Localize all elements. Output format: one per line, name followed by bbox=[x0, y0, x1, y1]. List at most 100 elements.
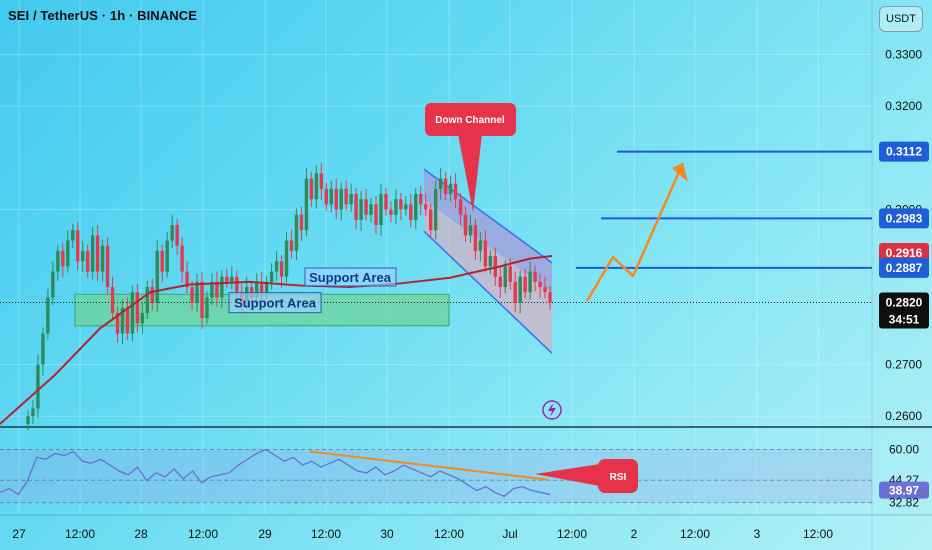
x-tick-label: 3 bbox=[754, 527, 761, 541]
candle-body bbox=[95, 235, 100, 272]
rsi-line bbox=[0, 448, 551, 498]
candle-body bbox=[309, 178, 314, 200]
price-level-label: 0.3112 bbox=[886, 145, 922, 159]
candle-body bbox=[66, 240, 70, 267]
candle-body bbox=[130, 292, 135, 334]
candle-body bbox=[100, 245, 105, 272]
x-tick-label: 28 bbox=[134, 527, 148, 541]
candle-body bbox=[115, 312, 120, 334]
candle-body bbox=[314, 173, 319, 200]
candle-body bbox=[145, 287, 150, 313]
candle-body bbox=[284, 240, 289, 277]
x-tick-label: 27 bbox=[12, 527, 26, 541]
candle-body bbox=[433, 188, 438, 231]
candle-body bbox=[105, 245, 110, 288]
candle-body bbox=[165, 240, 169, 272]
candle-body bbox=[394, 199, 398, 215]
candle-body bbox=[80, 250, 85, 262]
candle-body bbox=[488, 256, 493, 267]
candle-body bbox=[503, 266, 507, 288]
candle-body bbox=[26, 416, 30, 424]
candle-body bbox=[438, 178, 443, 189]
projection-arrowhead bbox=[672, 163, 688, 182]
candle-body bbox=[344, 188, 348, 205]
candle-body bbox=[404, 204, 408, 210]
candle-body bbox=[225, 276, 229, 282]
price-level-label: 0.2887 bbox=[886, 261, 923, 275]
candle-body bbox=[528, 271, 532, 293]
candle-body bbox=[195, 281, 199, 303]
candle-body bbox=[414, 194, 418, 220]
price-level-label: 0.2983 bbox=[886, 211, 923, 225]
candle-body bbox=[428, 209, 433, 231]
x-tick-label: 12:00 bbox=[680, 527, 710, 541]
lightning-icon bbox=[542, 400, 562, 420]
candle-body bbox=[304, 178, 309, 231]
candle-body bbox=[548, 292, 552, 303]
candle-body bbox=[508, 266, 512, 282]
candle-body bbox=[41, 333, 45, 365]
price-level-label: 0.2820 bbox=[886, 296, 923, 310]
candle-body bbox=[150, 287, 154, 303]
candle-body bbox=[36, 364, 40, 409]
candle-body bbox=[379, 194, 383, 226]
candle-body bbox=[468, 225, 473, 236]
projection-path bbox=[585, 162, 688, 302]
candle-body bbox=[448, 183, 453, 195]
channel-bottom-line bbox=[423, 230, 553, 354]
candle-body bbox=[533, 271, 537, 282]
candle-body bbox=[359, 199, 363, 220]
candle-body bbox=[319, 173, 324, 189]
candle-body bbox=[483, 240, 488, 267]
candle-body bbox=[374, 204, 378, 226]
candle-body bbox=[354, 194, 358, 220]
candle-body bbox=[76, 230, 80, 262]
chart-title: SEI / TetherUS · 1h · BINANCE bbox=[8, 8, 198, 23]
candle-body bbox=[110, 287, 115, 313]
x-tick-label: Jul bbox=[502, 527, 517, 541]
rsi-callout-pointer bbox=[535, 464, 600, 486]
candle-body bbox=[140, 312, 145, 324]
candle-body bbox=[453, 183, 458, 200]
x-tick-label: 30 bbox=[380, 527, 394, 541]
candle-body bbox=[56, 250, 60, 272]
axes: 27 12:00 28 12:00 29 12:00 30 12:00 Jul 12:00 2 12:… bbox=[12, 48, 922, 541]
candle-body bbox=[443, 178, 448, 195]
x-tick-label: 12:00 bbox=[557, 527, 587, 541]
candle-body bbox=[264, 281, 269, 293]
candle-body bbox=[85, 250, 90, 272]
x-tick-label: 12:00 bbox=[803, 527, 833, 541]
y-tick-label: 0.3300 bbox=[885, 48, 922, 62]
candles bbox=[26, 163, 552, 431]
candle-body bbox=[538, 281, 542, 288]
projection-line bbox=[585, 162, 685, 302]
price-badge bbox=[879, 257, 929, 278]
candle-body bbox=[294, 214, 299, 251]
candle-body bbox=[279, 261, 284, 277]
lightning-bolt bbox=[548, 403, 556, 417]
candle-body bbox=[190, 287, 194, 303]
candle-body bbox=[409, 204, 413, 220]
moving-average bbox=[0, 255, 553, 425]
candle-body bbox=[46, 297, 50, 334]
x-tick-label: 2 bbox=[631, 527, 638, 541]
rsi-trendline bbox=[309, 450, 549, 481]
candle-body bbox=[339, 188, 343, 210]
rsi-callout-label: RSI bbox=[610, 472, 627, 483]
x-tick-label: 12:00 bbox=[434, 527, 464, 541]
currency-button[interactable]: USDT bbox=[879, 6, 923, 32]
candle-body bbox=[254, 281, 259, 298]
candle-body bbox=[399, 199, 403, 210]
candle-body bbox=[235, 276, 239, 293]
candle-body bbox=[180, 245, 184, 272]
candle-body bbox=[259, 281, 264, 293]
candle-body bbox=[463, 214, 468, 236]
x-tick-label: 12:00 bbox=[188, 527, 218, 541]
x-tick-label: 12:00 bbox=[311, 527, 341, 541]
candle-body bbox=[473, 225, 478, 251]
candle-body bbox=[523, 276, 527, 293]
candle-body bbox=[210, 281, 214, 298]
candle-body bbox=[289, 240, 294, 251]
